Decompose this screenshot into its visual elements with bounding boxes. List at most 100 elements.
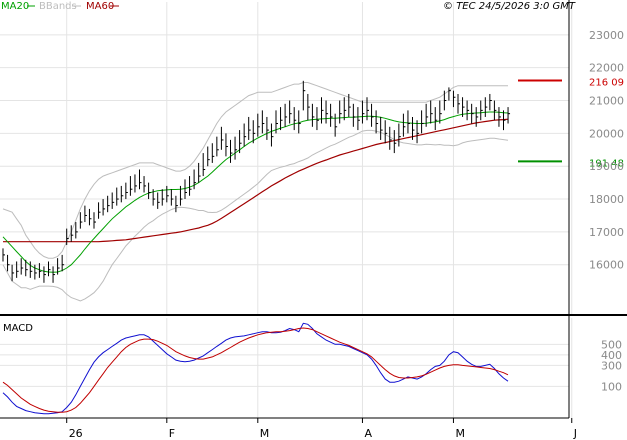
ohlc-bar <box>266 116 269 140</box>
ohlc-bar <box>57 258 60 275</box>
ohlc-bar <box>480 100 483 121</box>
ohlc-bar <box>157 192 160 209</box>
ohlc-bar <box>125 182 128 200</box>
ohlc-bar <box>189 176 192 196</box>
ohlc-bar <box>448 87 451 101</box>
ohlc-bar <box>316 107 319 131</box>
ohlc-bar <box>298 110 301 134</box>
ohlc-bar <box>330 103 333 127</box>
ohlc-bar <box>16 261 19 278</box>
ma20-series <box>2 111 509 273</box>
price-tick-label: 22000 <box>589 62 624 75</box>
ohlc-bar <box>75 222 78 239</box>
bbands-lower-line <box>2 129 509 302</box>
ohlc-bar <box>325 100 329 124</box>
ohlc-bar <box>357 107 360 131</box>
ohlc-bar <box>361 100 365 124</box>
ohlc-bar <box>261 110 265 134</box>
date-tick-label: M <box>455 427 465 440</box>
macd-tick-label: 500 <box>601 338 622 351</box>
price-tick-label: 23000 <box>589 29 624 42</box>
ohlc-bar <box>284 103 288 127</box>
ohlc-bar <box>152 189 156 206</box>
ohlc-bar <box>2 248 5 262</box>
ohlc-bar <box>143 176 147 193</box>
ohlc-bar <box>507 107 511 124</box>
price-tick-label: 20000 <box>589 127 624 140</box>
ohlc-bar <box>334 113 338 137</box>
ohlc-bar <box>425 103 429 127</box>
ohlc-bar <box>198 162 201 183</box>
ohlc-bar <box>475 107 479 127</box>
ohlc-bar <box>343 97 347 121</box>
ohlc-bar <box>471 103 474 124</box>
ohlc-bar <box>25 259 28 277</box>
ohlc-bar <box>348 93 351 117</box>
ohlc-bar <box>170 189 174 206</box>
ohlc-bar <box>239 130 242 154</box>
ohlc-bar <box>398 123 401 147</box>
macd-tick-label: 100 <box>601 380 622 393</box>
ohlc-bar <box>184 179 187 200</box>
date-tick-label: 26 <box>69 427 83 440</box>
ma60-series <box>3 118 509 243</box>
ma60-legend-label: MA60 <box>86 1 114 12</box>
ohlc-bar <box>107 195 110 213</box>
ohlc-bar <box>243 123 247 147</box>
ohlc-bar <box>389 126 392 150</box>
ohlc-bar <box>416 120 420 144</box>
ohlc-bar <box>380 116 383 140</box>
ohlc-bar <box>20 258 24 275</box>
ohlc-bar <box>120 185 124 203</box>
ohlc-bar <box>366 97 369 121</box>
ohlc-bar <box>234 136 238 160</box>
ohlc-bar <box>484 97 488 117</box>
ohlc-bar <box>207 146 210 167</box>
ohlc-bar <box>84 205 87 223</box>
ohlc-bar <box>193 169 197 190</box>
price-axis-labels: 16000 17000 18000 19000 20000 21000 22000 23000 <box>589 29 624 272</box>
ohlc-bar <box>302 80 306 111</box>
support-level-label: 191 48 <box>589 158 624 169</box>
ohlc-bar <box>452 90 456 108</box>
macd-tick-label: 300 <box>601 359 622 372</box>
date-tick-label: F <box>169 427 175 440</box>
ohlc-bar <box>430 100 433 124</box>
date-tick-label: J <box>573 427 577 440</box>
ohlc-bars <box>2 80 511 283</box>
signal-line <box>2 327 509 413</box>
macd-panel-title: MACD <box>3 323 33 334</box>
ohlc-bar <box>434 107 438 131</box>
ohlc-bar <box>11 264 15 282</box>
ohlc-bar <box>116 187 119 206</box>
ohlc-bar <box>102 199 106 216</box>
ohlc-bar <box>248 116 251 140</box>
ohlc-bar <box>339 100 342 124</box>
ohlc-bar <box>93 212 96 229</box>
macd-series <box>2 322 509 415</box>
support-resistance-levels: 216 09 191 48 <box>518 78 624 169</box>
ohlc-bar <box>498 107 501 127</box>
ohlc-bar <box>457 93 460 114</box>
ohlc-bar <box>52 266 56 283</box>
ohlc-bar <box>407 110 410 134</box>
ohlc-bar <box>270 123 274 147</box>
ohlc-bar <box>439 100 442 124</box>
resistance-level-label: 216 09 <box>589 78 624 89</box>
ohlc-bar <box>216 136 219 157</box>
ma20-line <box>2 111 509 273</box>
macd-tick-label: 400 <box>601 349 622 362</box>
ohlc-bar <box>129 176 133 196</box>
ohlc-bar <box>352 103 356 127</box>
bbands-upper-line <box>2 82 508 259</box>
ohlc-bar <box>230 139 233 163</box>
bbands-legend-label: BBands <box>39 1 77 12</box>
ohlc-bar <box>257 113 260 137</box>
price-tick-label: 21000 <box>589 95 624 108</box>
ohlc-bar <box>466 100 470 121</box>
ohlc-bar <box>161 189 165 206</box>
ohlc-bar <box>34 264 37 280</box>
price-tick-label: 17000 <box>589 226 624 239</box>
price-tick-label: 18000 <box>589 193 624 206</box>
